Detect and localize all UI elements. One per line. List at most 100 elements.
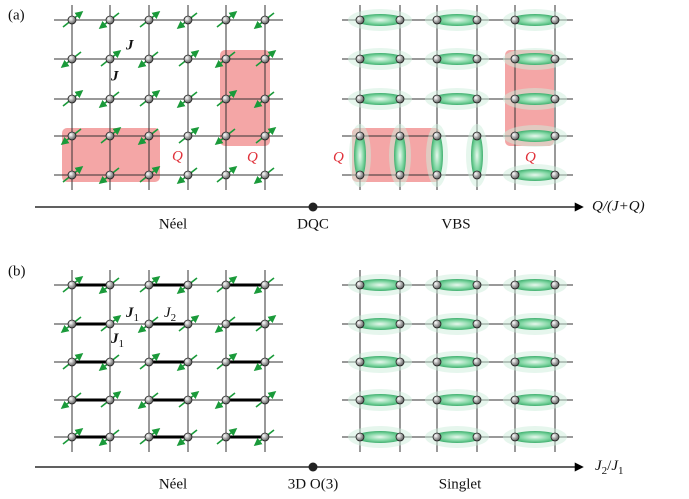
site [356, 396, 364, 404]
site [145, 396, 153, 404]
site [473, 16, 481, 24]
site [511, 396, 519, 404]
axis-label: J2/J1 [595, 458, 624, 476]
panel-label: (b) [8, 263, 26, 279]
site [184, 433, 192, 441]
site [261, 16, 269, 24]
plaquette-label: Q [333, 149, 344, 165]
site [511, 171, 519, 179]
site [473, 95, 481, 103]
site [511, 132, 519, 140]
site [261, 433, 269, 441]
site [396, 95, 404, 103]
site [356, 281, 364, 289]
site [68, 320, 76, 328]
site [106, 132, 114, 140]
subscript: 1 [618, 465, 624, 477]
subscript: 1 [134, 312, 140, 324]
site [433, 281, 441, 289]
site [396, 433, 404, 441]
site [184, 320, 192, 328]
site [222, 396, 230, 404]
site [396, 358, 404, 366]
site [68, 433, 76, 441]
site [106, 396, 114, 404]
site [261, 171, 269, 179]
site [222, 358, 230, 366]
site [551, 95, 559, 103]
site [261, 320, 269, 328]
site [433, 396, 441, 404]
site [356, 171, 364, 179]
site [68, 55, 76, 63]
axis-label: Q/(J+Q) [592, 198, 645, 214]
critical-point [309, 463, 318, 472]
site [511, 281, 519, 289]
site [184, 55, 192, 63]
site [356, 95, 364, 103]
site [222, 433, 230, 441]
site [433, 132, 441, 140]
site [511, 320, 519, 328]
site [222, 132, 230, 140]
bond-label: J [125, 37, 134, 53]
site [184, 95, 192, 103]
phase-label: Néel [159, 476, 187, 492]
site [396, 396, 404, 404]
site [551, 358, 559, 366]
site [551, 281, 559, 289]
site [106, 358, 114, 366]
site [106, 16, 114, 24]
site [106, 95, 114, 103]
bond-label: J1 [110, 331, 124, 349]
figure: (a) (b) J J Q Q Q Q Néel DQC VBS Q/(J+Q)… [0, 0, 689, 499]
phase-label: Singlet [439, 476, 482, 492]
panel-label: (a) [8, 7, 25, 23]
site [145, 171, 153, 179]
phase-label: DQC [297, 216, 329, 232]
site [396, 281, 404, 289]
phase-label: Néel [159, 216, 187, 232]
site [473, 55, 481, 63]
site [356, 433, 364, 441]
site [551, 396, 559, 404]
site [356, 16, 364, 24]
site [511, 358, 519, 366]
site [145, 320, 153, 328]
site [184, 358, 192, 366]
site [222, 320, 230, 328]
site [184, 16, 192, 24]
plaquette-label: Q [172, 148, 183, 164]
subscript: 2 [171, 312, 177, 324]
site [106, 281, 114, 289]
site [473, 281, 481, 289]
site [473, 132, 481, 140]
site [145, 433, 153, 441]
site [433, 16, 441, 24]
site [184, 132, 192, 140]
site [145, 132, 153, 140]
phase-label: VBS [441, 216, 470, 232]
site [551, 132, 559, 140]
site [473, 358, 481, 366]
bond-label: J2 [164, 305, 176, 323]
site [184, 281, 192, 289]
site [551, 171, 559, 179]
site [356, 132, 364, 140]
site [106, 433, 114, 441]
site [261, 396, 269, 404]
site [145, 358, 153, 366]
site [356, 55, 364, 63]
site [261, 95, 269, 103]
site [433, 171, 441, 179]
site [433, 55, 441, 63]
site [473, 396, 481, 404]
site [511, 433, 519, 441]
site [68, 281, 76, 289]
site [396, 132, 404, 140]
site [106, 171, 114, 179]
site [222, 55, 230, 63]
site [261, 358, 269, 366]
site [261, 132, 269, 140]
site [68, 95, 76, 103]
